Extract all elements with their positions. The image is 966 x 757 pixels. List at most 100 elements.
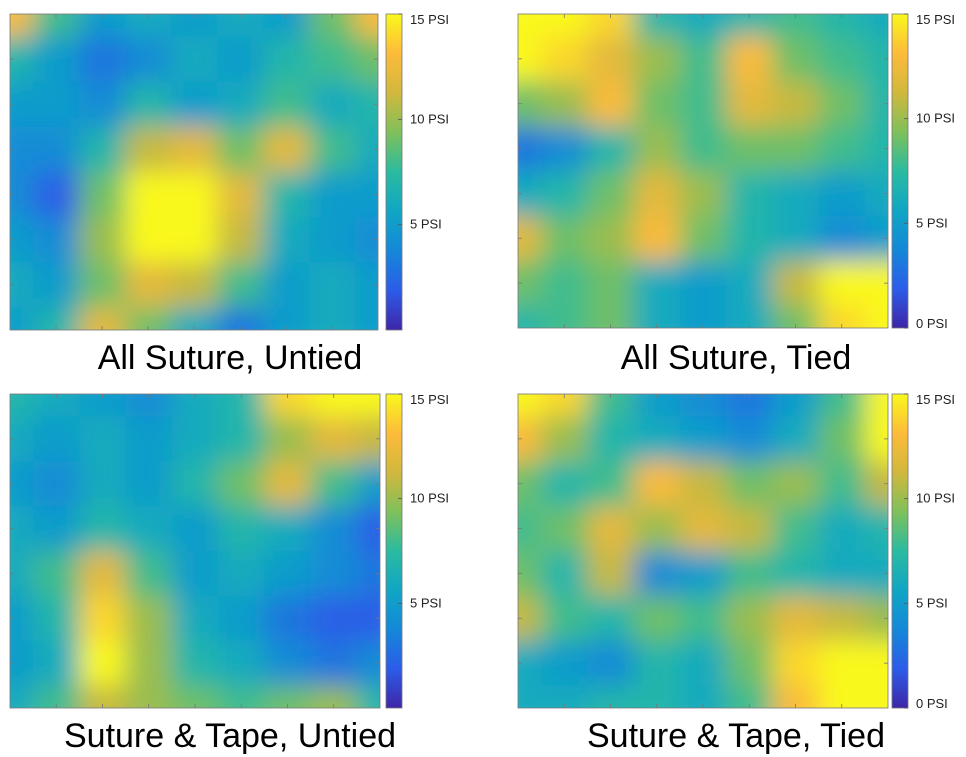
heatmap-cell	[726, 126, 774, 172]
heatmap-cell	[726, 595, 774, 642]
heatmap-cell	[587, 171, 635, 217]
heatmap-cell	[864, 551, 888, 597]
heatmap-cell	[679, 305, 728, 328]
heatmap-cell	[310, 685, 358, 708]
heatmap-cell	[33, 640, 81, 687]
colorbar-tick-label: 0 PSI	[916, 316, 948, 331]
heatmap-cell	[263, 307, 310, 330]
heatmap-cell	[679, 14, 728, 38]
heatmap-cell	[864, 305, 888, 328]
heatmap-cell	[726, 14, 774, 38]
heatmap-cell	[171, 81, 218, 128]
heatmap-cell	[772, 461, 820, 508]
heatmap-cell	[772, 14, 820, 38]
heatmap-cell	[218, 685, 266, 708]
heatmap-cell	[309, 36, 356, 83]
heatmap-cell	[218, 416, 266, 463]
heatmap-cell	[679, 551, 728, 597]
heatmap-cell	[264, 595, 312, 642]
chart-panel-suture-tape-tied: 0 PSI 5 PSI 10 PSI 15 PSI Suture & Tape, Ti…	[506, 384, 966, 757]
heatmap-cell	[541, 461, 589, 508]
heatmap-cell	[518, 394, 543, 418]
heatmap-cell	[818, 171, 866, 217]
heatmap-cell	[264, 416, 312, 463]
heatmap-cell	[79, 551, 127, 597]
heatmap-cell	[864, 394, 888, 418]
heatmap-cell	[33, 416, 81, 463]
colorbar-tick-label: 15 PSI	[410, 392, 449, 407]
heatmap-cell	[10, 595, 35, 642]
heatmap-cell	[33, 506, 81, 552]
heatmap-cell	[633, 215, 681, 262]
heatmap-cell	[355, 217, 378, 264]
heatmap-cell	[309, 14, 356, 38]
heatmap-cell	[355, 307, 378, 330]
heatmap-cell	[217, 14, 264, 38]
heatmap-cell	[772, 685, 820, 708]
heatmap-cell	[125, 595, 173, 642]
heatmap-cell	[518, 416, 543, 463]
heatmap-cell	[33, 595, 81, 642]
heatmap-cell	[10, 36, 34, 83]
heatmap-cell	[356, 685, 380, 708]
heatmap-cell	[125, 126, 172, 173]
heatmap-cell	[310, 506, 358, 552]
heatmap-cell	[310, 416, 358, 463]
heatmap-cell	[772, 595, 820, 642]
heatmap-cell	[587, 551, 635, 597]
heatmap-cell	[864, 126, 888, 172]
heatmap-cell	[10, 394, 35, 418]
heatmap-cell	[587, 506, 635, 552]
heatmap-cell	[587, 14, 635, 38]
heatmap-cell	[518, 36, 543, 83]
heatmap-cell	[864, 461, 888, 508]
heatmap-cell	[518, 81, 543, 128]
heatmap-cell	[518, 126, 543, 172]
heatmap-cell	[125, 36, 172, 83]
chart-title: All Suture, Tied	[620, 339, 852, 377]
heatmap-cell	[33, 217, 80, 264]
heatmap-cell	[518, 14, 543, 38]
heatmap-cell	[264, 461, 312, 508]
chart-title: Suture & Tape, Untied	[63, 717, 397, 755]
heatmap-cell	[125, 685, 173, 708]
heatmap-cell	[356, 551, 380, 597]
heatmap-cell	[518, 305, 543, 328]
heatmap-cell	[518, 640, 543, 687]
heatmap-cell	[541, 506, 589, 552]
heatmap-cell	[772, 171, 820, 217]
heatmap-cell	[679, 506, 728, 552]
heatmap-cell	[10, 640, 35, 687]
heatmap-cell	[33, 461, 81, 508]
heatmap-cell	[310, 595, 358, 642]
heatmap-cell	[726, 305, 774, 328]
heatmap-cell	[263, 172, 310, 219]
heatmap-cell	[217, 307, 264, 330]
heatmap-cell	[772, 640, 820, 687]
heatmap-cell	[218, 506, 266, 552]
heatmap-cell	[264, 640, 312, 687]
heatmap-cell	[10, 461, 35, 508]
heatmap-cell	[726, 81, 774, 128]
heatmap-cell	[171, 461, 220, 508]
heatmap-cell	[171, 416, 220, 463]
heatmap-cell	[864, 171, 888, 217]
heatmap-cell	[818, 81, 866, 128]
heatmap-cell	[33, 172, 80, 219]
heatmap-cell	[217, 36, 264, 83]
heatmap-cell	[518, 685, 543, 708]
colorbar-tick-label: 10 PSI	[410, 491, 449, 506]
heatmap-cell	[171, 307, 218, 330]
heatmap-cell	[125, 506, 173, 552]
heatmap-cell	[587, 36, 635, 83]
heatmap-cell	[587, 461, 635, 508]
heatmap-cell	[679, 685, 728, 708]
heatmap-cell	[633, 506, 681, 552]
colorbar-tick-label: 10 PSI	[916, 491, 955, 506]
heatmap-cell	[125, 14, 172, 38]
heatmap-cell	[518, 215, 543, 262]
colorbar	[891, 13, 909, 329]
heatmap-cell	[355, 36, 378, 83]
heatmap-cell	[679, 171, 728, 217]
heatmap-cell	[310, 461, 358, 508]
